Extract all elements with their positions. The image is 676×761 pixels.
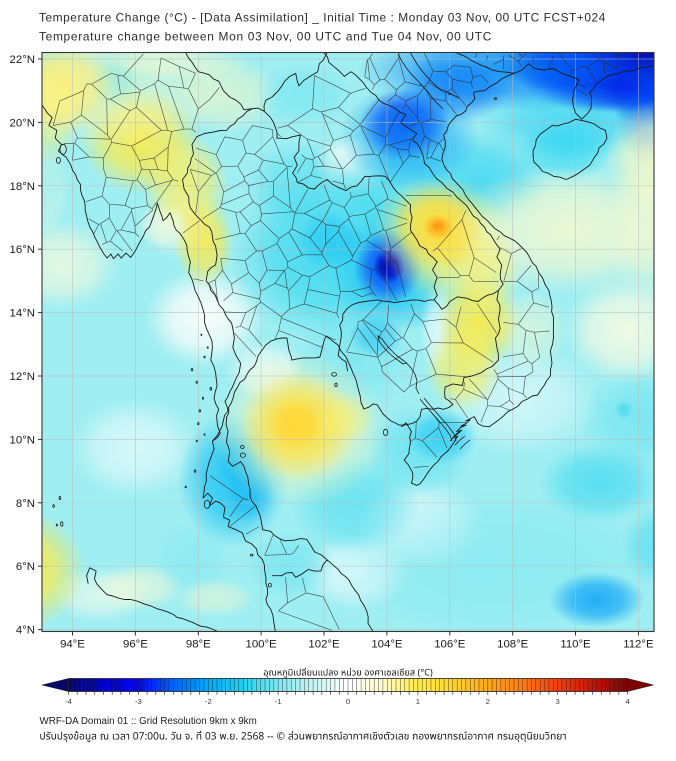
svg-text:112°E: 112°E <box>623 639 654 651</box>
svg-text:98°E: 98°E <box>186 639 211 651</box>
svg-text:16°N: 16°N <box>10 244 35 256</box>
svg-text:104°E: 104°E <box>371 639 403 651</box>
svg-text:14°N: 14°N <box>10 308 35 320</box>
svg-text:100°E: 100°E <box>246 639 278 651</box>
svg-text:WRF-DA Domain 01 :: Grid Resol: WRF-DA Domain 01 :: Grid Resolution 9km … <box>40 716 257 727</box>
svg-text:8°N: 8°N <box>16 498 35 510</box>
svg-text:6°N: 6°N <box>16 561 35 573</box>
svg-text:108°E: 108°E <box>497 639 529 651</box>
svg-text:2: 2 <box>486 697 490 706</box>
svg-text:3: 3 <box>555 697 559 706</box>
svg-text:-1: -1 <box>275 697 282 706</box>
svg-text:4: 4 <box>625 697 630 706</box>
svg-text:-4: -4 <box>65 697 73 706</box>
svg-text:20°N: 20°N <box>10 117 35 129</box>
svg-text:Temperature Change (°C) - [Dat: Temperature Change (°C) - [Data Assimila… <box>39 11 606 25</box>
svg-text:18°N: 18°N <box>10 181 35 193</box>
svg-text:22°N: 22°N <box>10 54 35 66</box>
svg-text:0: 0 <box>346 697 350 706</box>
svg-text:Temperature change between Mon: Temperature change between Mon 03 Nov, 0… <box>39 30 492 44</box>
svg-text:-2: -2 <box>205 697 212 706</box>
svg-text:10°N: 10°N <box>10 434 35 446</box>
svg-text:102°E: 102°E <box>308 639 340 651</box>
svg-text:1: 1 <box>416 697 420 706</box>
svg-text:106°E: 106°E <box>434 639 466 651</box>
svg-text:94°E: 94°E <box>60 639 85 651</box>
svg-text:96°E: 96°E <box>123 639 148 651</box>
svg-text:-3: -3 <box>135 697 142 706</box>
svg-text:110°E: 110°E <box>560 639 591 651</box>
svg-text:4°N: 4°N <box>16 625 35 637</box>
svg-text:12°N: 12°N <box>10 371 35 383</box>
